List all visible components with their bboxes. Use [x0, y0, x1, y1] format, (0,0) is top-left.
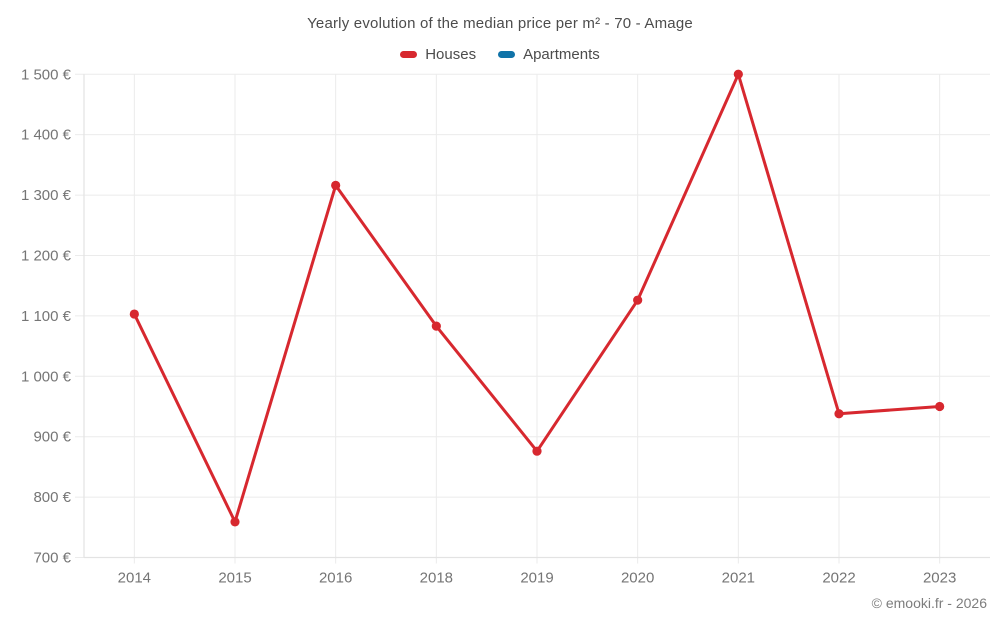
legend: Houses Apartments — [0, 46, 1000, 63]
x-axis-tick-label: 2015 — [218, 570, 251, 587]
y-axis-tick-label: 800 € — [33, 489, 71, 506]
legend-item-apartments[interactable]: Apartments — [498, 46, 600, 63]
y-axis-tick-label: 1 300 € — [21, 187, 72, 204]
houses-data-point[interactable] — [733, 69, 743, 79]
x-axis-tick-label: 2022 — [822, 570, 855, 587]
chart-title: Yearly evolution of the median price per… — [307, 15, 693, 32]
x-axis-tick-label: 2018 — [420, 570, 453, 587]
houses-data-point[interactable] — [431, 321, 441, 331]
houses-data-point[interactable] — [935, 401, 945, 412]
x-axis-tick-label: 2019 — [520, 570, 553, 587]
x-axis-tick-label: 2014 — [118, 570, 151, 587]
copyright-watermark: © emooki.fr - 2026 — [871, 595, 987, 611]
houses-data-point[interactable] — [633, 295, 643, 305]
houses-legend-label: Houses — [425, 46, 477, 63]
x-axis-tick-label: 2023 — [923, 570, 956, 587]
houses-legend-swatch-icon — [400, 51, 418, 58]
houses-data-point[interactable] — [834, 409, 844, 419]
houses-data-point[interactable] — [129, 309, 139, 319]
y-axis-tick-label: 1 400 € — [21, 127, 72, 144]
y-axis-tick-label: 1 500 € — [21, 66, 72, 83]
x-axis-tick-label: 2021 — [722, 570, 755, 587]
y-axis-tick-label: 1 100 € — [21, 308, 72, 325]
houses-data-point[interactable] — [331, 180, 341, 190]
y-axis-tick-label: 1 000 € — [21, 368, 72, 385]
houses-data-point[interactable] — [230, 517, 240, 527]
y-axis-tick-label: 900 € — [33, 429, 71, 446]
x-axis-tick-label: 2020 — [621, 570, 654, 587]
apartments-legend-swatch-icon — [498, 51, 516, 58]
y-axis-tick-label: 1 200 € — [21, 247, 72, 264]
houses-data-point[interactable] — [532, 446, 542, 456]
y-axis-tick-label: 700 € — [33, 550, 71, 567]
apartments-legend-label: Apartments — [523, 46, 600, 63]
x-axis-tick-label: 2016 — [319, 570, 352, 587]
legend-item-houses[interactable]: Houses — [400, 46, 476, 63]
